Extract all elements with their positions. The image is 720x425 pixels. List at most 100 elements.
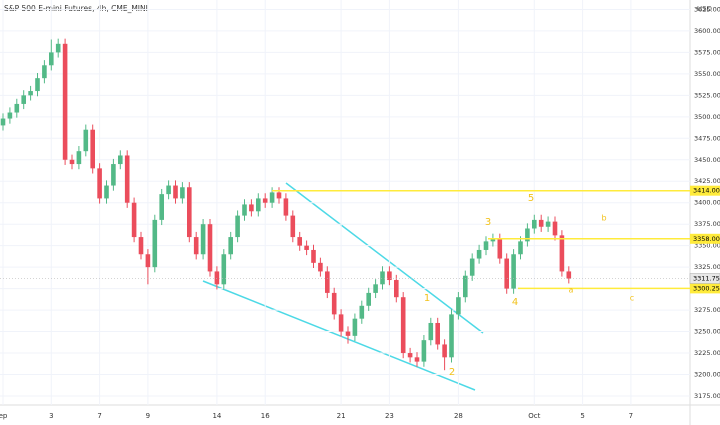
candle-body — [14, 103, 20, 113]
candle-body — [83, 129, 89, 152]
y-tick-label: 3550.00 — [694, 70, 720, 78]
candle-body — [497, 238, 503, 259]
x-tick-label: ep — [0, 412, 8, 420]
candle-body — [28, 91, 33, 96]
candle-body — [200, 224, 206, 255]
y-tick-label: 3575.00 — [694, 48, 720, 56]
wave-label: b — [601, 214, 606, 223]
candle-body — [476, 249, 482, 259]
candle-body — [193, 237, 199, 255]
candle-body — [276, 192, 282, 199]
candle-body — [159, 194, 164, 220]
candle-body — [214, 271, 220, 285]
candle-body — [304, 245, 309, 250]
level-price-box — [690, 185, 720, 196]
wave-label: 3 — [485, 217, 491, 228]
candle-body — [0, 118, 6, 126]
candle-body — [525, 228, 530, 242]
candle-body — [256, 198, 261, 212]
level-price-label: 3300.25 — [693, 284, 720, 292]
x-tick-label: 5 — [580, 412, 584, 420]
candle-body — [407, 353, 413, 358]
wave-label: c — [630, 294, 634, 303]
candle-body — [124, 155, 130, 203]
candle-body — [180, 187, 185, 199]
candle-body — [352, 318, 358, 336]
candle-body — [235, 215, 240, 238]
candle-body — [511, 254, 516, 289]
candle-body — [131, 202, 137, 238]
currency: USD — [697, 5, 712, 13]
candle-body — [538, 219, 544, 227]
candle-body — [283, 198, 289, 216]
candle-body — [49, 52, 54, 66]
candle-body — [62, 43, 68, 160]
candle-body — [442, 344, 447, 358]
candle-body — [242, 204, 247, 216]
candle-body — [359, 305, 365, 319]
y-tick-label: 3500.00 — [694, 113, 720, 121]
x-tick-label: 7 — [629, 412, 633, 420]
candle-body — [380, 271, 385, 285]
candle-body — [97, 168, 102, 199]
trendline-lower — [202, 280, 476, 391]
candle-body — [559, 235, 565, 272]
x-tick-label: 14 — [212, 412, 221, 420]
candle-body — [69, 159, 75, 165]
level-price-box — [690, 233, 720, 244]
candle-body — [552, 221, 558, 236]
candle-body — [373, 284, 378, 293]
candle-body — [449, 314, 454, 358]
candle-body — [504, 258, 509, 289]
wave-label: 1 — [424, 293, 430, 304]
y-tick-label: 3400.00 — [694, 199, 720, 207]
x-tick-label: 7 — [97, 412, 101, 420]
x-tick-label: 23 — [385, 412, 394, 420]
level-price-label: 3358.00 — [693, 235, 720, 243]
y-tick-label: 3175.00 — [694, 392, 720, 400]
y-tick-label: 3600.00 — [694, 27, 720, 35]
y-tick-label: 3275.00 — [694, 306, 720, 314]
candle-body — [394, 280, 399, 298]
last-price-box — [689, 273, 720, 284]
candle-body — [469, 258, 475, 276]
level-price-box — [690, 283, 720, 294]
y-tick-label: 3525.00 — [694, 91, 720, 99]
level-price-label: 3414.00 — [693, 187, 720, 195]
candle-body — [221, 254, 227, 285]
candle-body — [518, 241, 523, 255]
y-tick-label: 3375.00 — [694, 220, 720, 228]
y-tick-label: 3250.00 — [694, 328, 720, 336]
candle-body — [387, 271, 392, 281]
x-tick-label: Oct — [528, 412, 540, 420]
candle-body — [331, 292, 337, 315]
candle-body — [435, 322, 440, 345]
y-tick-label: 3425.00 — [694, 177, 720, 185]
candle-body — [228, 237, 233, 255]
candle-body — [104, 185, 109, 199]
candle-body — [249, 204, 254, 212]
candle-body — [111, 164, 116, 186]
candle-body — [21, 95, 26, 104]
y-tick-label: 3625.00 — [694, 5, 720, 13]
x-tick-label: 9 — [146, 412, 150, 420]
wave-label: a — [569, 286, 574, 295]
x-tick-label: 21 — [337, 412, 346, 420]
candle-body — [490, 238, 496, 242]
candle-body — [207, 224, 213, 272]
candle-body — [311, 249, 316, 263]
candle-body — [42, 65, 47, 79]
candle-body — [76, 151, 82, 165]
trendline-upper — [285, 182, 484, 334]
last-price-label: 3311.75 — [693, 275, 720, 283]
wave-label: 5 — [528, 193, 534, 204]
y-tick-label: 3325.00 — [694, 263, 720, 271]
x-tick-label: 16 — [261, 412, 270, 420]
y-tick-label: 3225.00 — [694, 349, 720, 357]
candle-body — [400, 297, 406, 354]
candle-body — [138, 237, 144, 255]
candle-body — [325, 271, 330, 293]
candle-body — [366, 292, 371, 306]
candle-body — [318, 262, 323, 272]
